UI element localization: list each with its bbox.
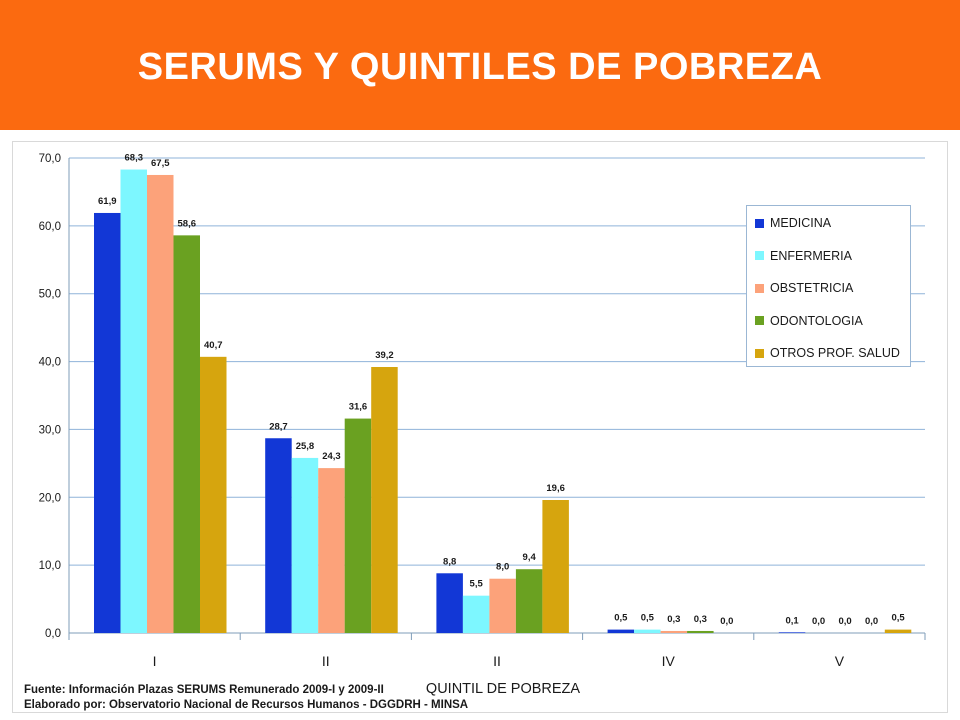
data-label: 9,4 [523, 552, 537, 563]
bar [147, 174, 174, 633]
bar [200, 356, 227, 633]
data-label: 8,8 [443, 556, 456, 567]
y-tick-label: 60,0 [39, 221, 61, 233]
data-label: 39,2 [375, 350, 394, 361]
bar [344, 418, 372, 633]
legend-item: ENFERMERIA [755, 248, 852, 264]
data-label: 58,6 [178, 218, 197, 229]
x-tick-label: IV [662, 653, 676, 669]
data-label: 61,9 [98, 196, 117, 207]
x-tick-label: I [153, 653, 157, 669]
bar [778, 632, 806, 633]
legend-item: OTROS PROF. SALUD [755, 345, 900, 361]
bar [265, 438, 292, 633]
y-tick-label: 30,0 [39, 424, 61, 436]
data-label: 40,7 [204, 340, 223, 351]
data-label: 68,3 [125, 153, 144, 164]
x-tick-label: II [493, 653, 501, 669]
x-tick-label: II [322, 653, 330, 669]
prepared-by-note: Elaborado por: Observatorio Nacional de … [24, 699, 469, 711]
bar [371, 367, 398, 633]
y-tick-label: 50,0 [39, 289, 61, 301]
bar [660, 630, 688, 633]
data-label: 67,5 [151, 158, 170, 169]
data-label: 28,7 [269, 421, 288, 432]
data-label: 0,5 [614, 613, 628, 624]
legend-label: OTROS PROF. SALUD [770, 346, 900, 360]
bar [884, 629, 912, 633]
legend-item: OBSTETRICIA [755, 280, 853, 296]
y-tick-label: 10,0 [39, 560, 61, 572]
x-tick-label: V [835, 653, 845, 669]
bar [634, 629, 661, 633]
bar [489, 578, 516, 633]
title-banner: SERUMS Y QUINTILES DE POBREZA [0, 0, 960, 130]
legend-label: ENFERMERIA [770, 248, 852, 263]
data-label: 0,1 [785, 615, 799, 626]
data-label: 25,8 [296, 441, 315, 452]
legend-swatch [755, 218, 764, 228]
bar [94, 212, 121, 633]
legend-label: MEDICINA [770, 216, 832, 230]
data-label: 0,0 [865, 616, 878, 627]
bar [436, 573, 463, 633]
legend-swatch [755, 316, 764, 325]
legend: MEDICINA ENFERMERIA OBSTETRICIA ODONTOLOGIA… [746, 205, 911, 367]
source-note: Fuente: Información Plazas SERUMS Remune… [24, 684, 384, 696]
legend-swatch [755, 251, 764, 260]
data-label: 8,0 [496, 562, 509, 573]
y-tick-label: 0,0 [45, 628, 61, 640]
y-tick-label: 40,0 [39, 357, 61, 369]
legend-item: MEDICINA [755, 215, 831, 231]
data-label: 5,5 [470, 579, 484, 590]
page-title: SERUMS Y QUINTILES DE POBREZA [137, 45, 823, 88]
legend-label: OBSTETRICIA [770, 281, 854, 295]
data-label: 0,0 [838, 616, 851, 627]
bar [607, 629, 635, 633]
x-axis-label: QUINTIL DE POBREZA [426, 681, 580, 697]
legend-item: ODONTOLOGIA [755, 313, 863, 329]
bar [318, 468, 345, 633]
data-label: 0,0 [812, 616, 825, 627]
bar [542, 500, 569, 633]
bar [515, 569, 543, 633]
data-label: 0,0 [720, 616, 733, 627]
bar [687, 630, 714, 633]
legend-swatch [755, 348, 764, 358]
data-label: 24,3 [322, 451, 341, 462]
y-tick-label: 20,0 [39, 492, 61, 504]
data-label: 0,5 [641, 613, 655, 624]
bar [291, 457, 319, 633]
data-label: 19,6 [546, 483, 565, 494]
data-label: 31,6 [349, 402, 368, 413]
y-tick-label: 70,0 [39, 153, 61, 165]
bar [173, 235, 200, 633]
data-label: 0,5 [891, 613, 905, 624]
legend-swatch [755, 283, 764, 293]
data-label: 0,3 [694, 614, 707, 625]
data-label: 0,3 [667, 614, 680, 625]
bar [462, 595, 490, 633]
bar [120, 169, 147, 634]
legend-label: ODONTOLOGIA [770, 313, 863, 328]
